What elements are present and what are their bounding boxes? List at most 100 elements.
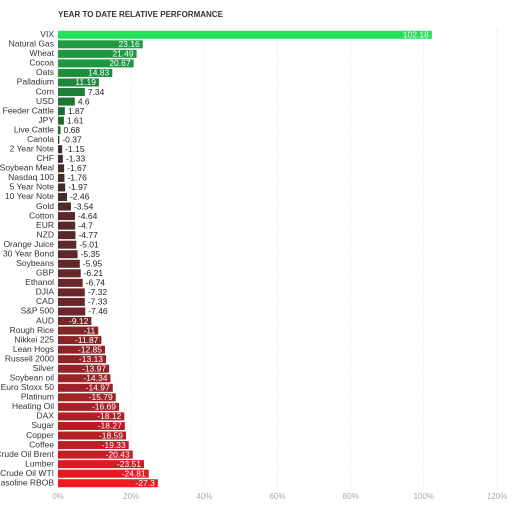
category-label: Natural Gas — [9, 39, 54, 49]
category-label: Cotton — [29, 210, 54, 220]
x-tick-label: 20% — [123, 492, 139, 501]
bar — [58, 59, 134, 68]
value-label: 20.67 — [109, 58, 131, 68]
bar — [58, 202, 71, 211]
category-label: Wheat — [29, 48, 54, 58]
value-label: -11 — [84, 325, 96, 335]
value-label: -1.67 — [67, 163, 87, 173]
bar — [58, 355, 107, 364]
bar — [58, 383, 113, 392]
value-label: -0.37 — [62, 134, 82, 144]
category-label: Live Cattle — [14, 124, 54, 134]
value-label: 1.87 — [68, 106, 85, 116]
bar — [58, 145, 63, 154]
category-label: DJIA — [36, 287, 55, 297]
category-label: EUR — [36, 220, 54, 230]
value-label: -13.13 — [79, 354, 103, 364]
value-label: -1.15 — [65, 144, 85, 154]
category-label: 30 Year Bond — [3, 248, 54, 258]
value-label: -18.27 — [98, 421, 122, 431]
category-label: CHF — [37, 153, 54, 163]
value-label: -4.77 — [78, 230, 98, 240]
category-label: S&P 500 — [21, 306, 55, 316]
x-tick-label: 80% — [343, 492, 359, 501]
bar — [58, 307, 86, 316]
value-label: -12.85 — [78, 344, 102, 354]
category-label: GBP — [36, 268, 54, 278]
x-tick-label: 40% — [196, 492, 212, 501]
bar — [58, 460, 145, 469]
value-label: 14.83 — [88, 68, 110, 78]
bar — [58, 231, 76, 240]
x-tick-label: 120% — [487, 492, 507, 501]
value-label: -1.33 — [66, 154, 86, 164]
x-tick-label: 60% — [269, 492, 285, 501]
bar — [58, 135, 60, 144]
category-label: Crude Oil WTI — [0, 468, 54, 478]
category-label: CAD — [36, 296, 54, 306]
category-label: Soybean Meal — [0, 163, 54, 173]
value-label: -27.3 — [135, 478, 155, 488]
bar — [58, 88, 85, 97]
category-label: Sugar — [31, 420, 54, 430]
category-label: 10 Year Note — [5, 191, 54, 201]
bar — [58, 30, 432, 39]
value-label: -11.87 — [75, 335, 99, 345]
category-label: Ethanol — [25, 277, 54, 287]
bar — [58, 345, 106, 354]
value-label: -13.97 — [82, 363, 106, 373]
bar — [58, 40, 143, 49]
category-label: Palladium — [17, 77, 54, 87]
value-label: -14.34 — [83, 373, 107, 383]
category-label: Cocoa — [29, 58, 54, 68]
value-label: -19.33 — [102, 440, 126, 450]
bar — [58, 250, 78, 259]
category-label: Nasdaq 100 — [8, 172, 54, 182]
bar — [58, 49, 137, 58]
x-tick-label: 100% — [414, 492, 434, 501]
bar — [58, 441, 129, 450]
value-label: -15.79 — [89, 392, 113, 402]
category-label: Orange Juice — [3, 239, 54, 249]
bar — [58, 450, 133, 459]
bar — [58, 212, 75, 221]
category-label: AUD — [36, 315, 54, 325]
bar — [58, 221, 76, 230]
bar — [58, 374, 111, 383]
bar — [58, 326, 99, 335]
category-label: Oats — [36, 67, 54, 77]
category-label: Soybeans — [16, 258, 54, 268]
value-label: 7.34 — [88, 87, 105, 97]
bar — [58, 317, 92, 326]
bar — [58, 259, 80, 268]
bar — [58, 68, 113, 77]
category-label: Russell 2000 — [5, 353, 54, 363]
value-label: -7.46 — [88, 306, 108, 316]
bar — [58, 402, 120, 411]
category-label: Euro Stoxx 50 — [1, 382, 55, 392]
bar — [58, 288, 85, 297]
category-label: Gasoline RBOB — [0, 477, 54, 487]
value-label: 1.61 — [67, 115, 84, 125]
category-label: Coffee — [29, 439, 54, 449]
value-label: -2.46 — [70, 192, 90, 202]
value-label: -24.81 — [122, 468, 146, 478]
bar — [58, 97, 75, 106]
bar — [58, 393, 116, 402]
category-label: VIX — [40, 29, 54, 39]
category-label: Crude Oil Brent — [0, 449, 55, 459]
category-label: Heating Oil — [12, 401, 54, 411]
bar — [58, 192, 67, 201]
value-label: -1.76 — [67, 173, 87, 183]
bar — [58, 364, 110, 373]
category-label: Copper — [26, 430, 54, 440]
category-label: USD — [36, 96, 54, 106]
value-label: -6.74 — [86, 278, 106, 288]
bar — [58, 336, 102, 345]
bar — [58, 164, 65, 173]
bar — [58, 297, 85, 306]
category-label: 2 Year Note — [10, 144, 55, 154]
bar — [58, 269, 81, 278]
value-label: 23.16 — [118, 39, 140, 49]
